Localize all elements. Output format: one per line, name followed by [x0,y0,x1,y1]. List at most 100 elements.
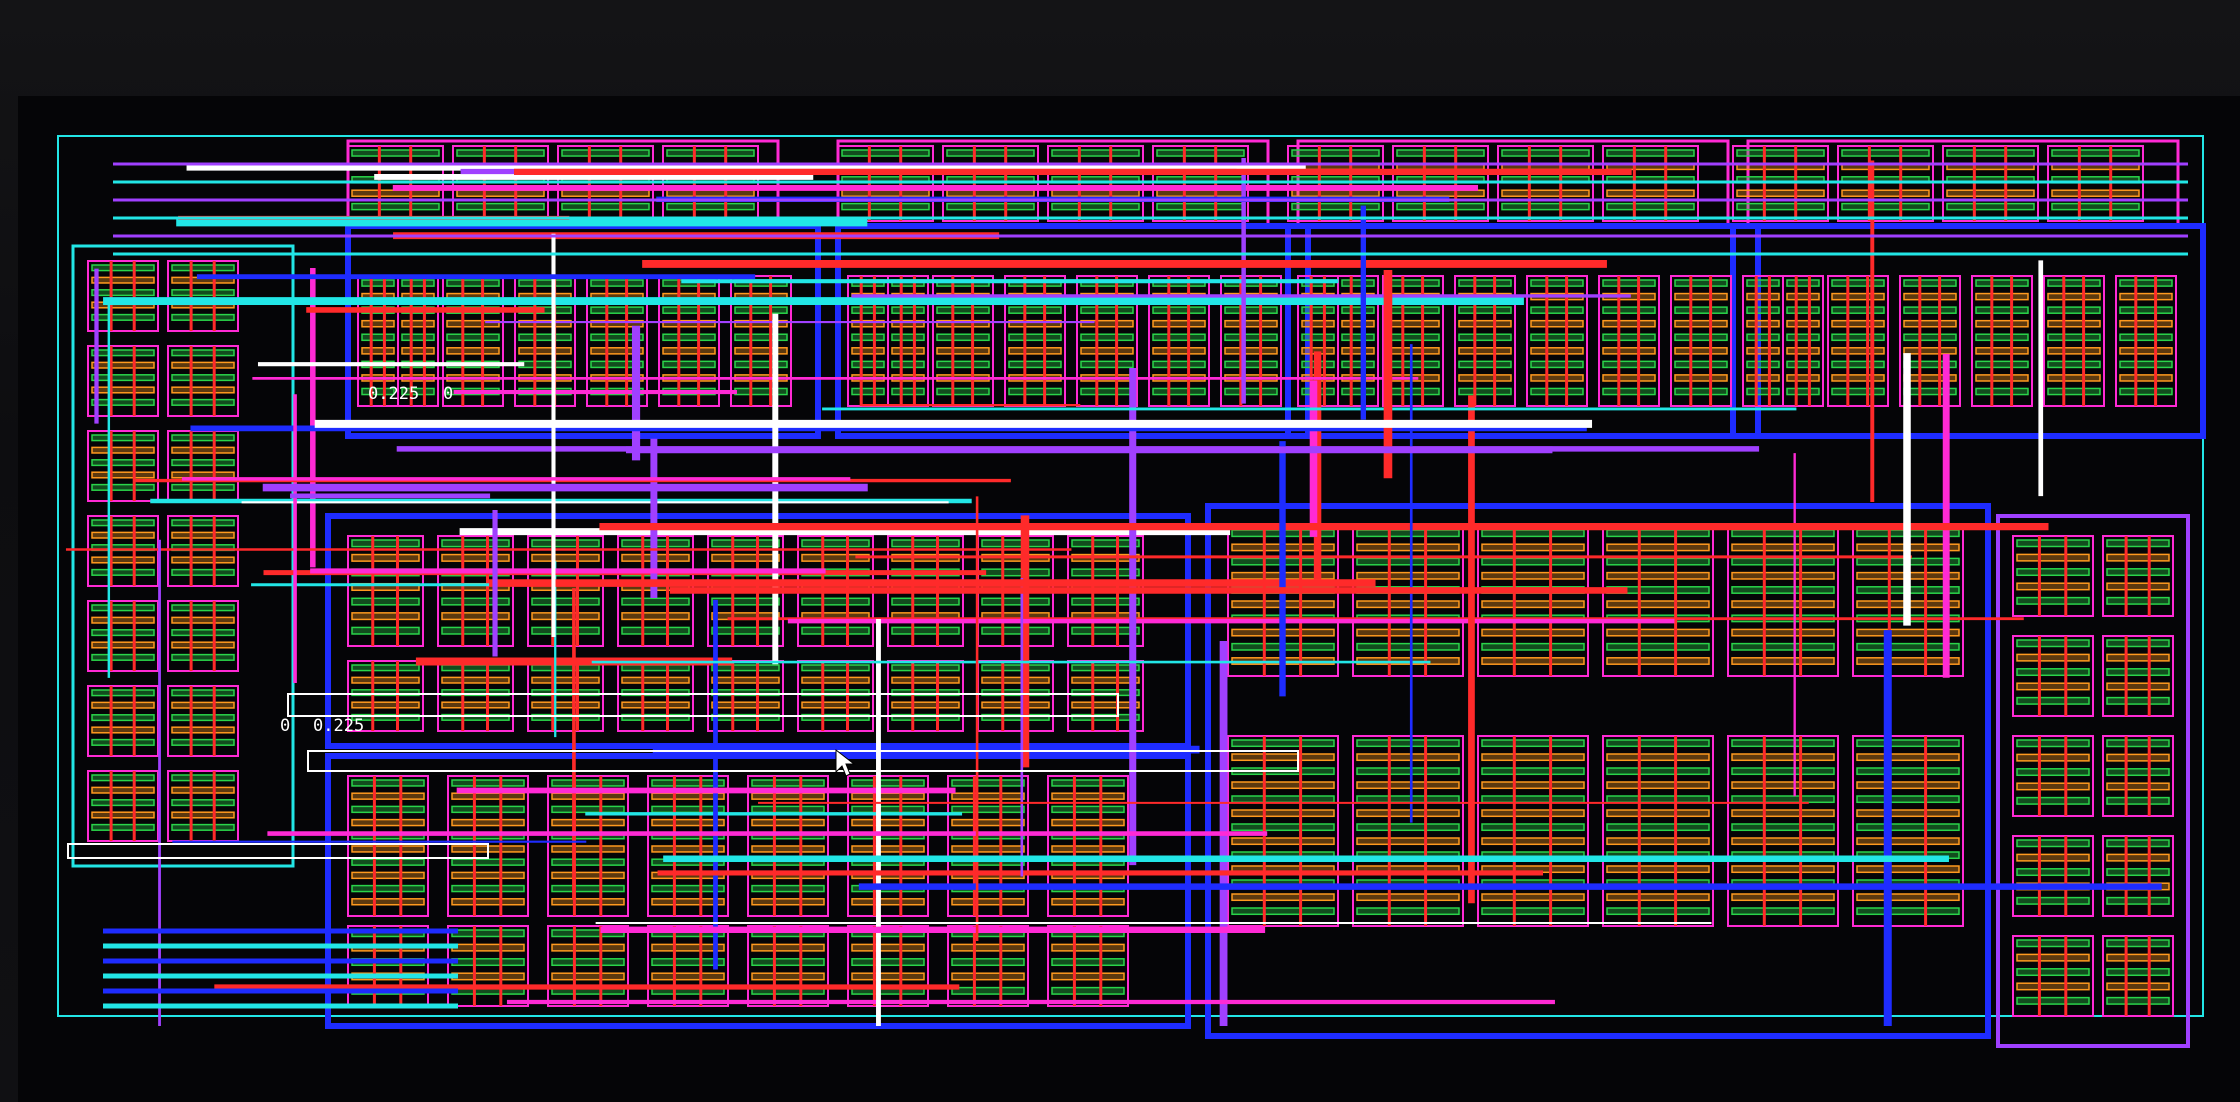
diffusion-stripe [91,361,155,369]
diffusion-stripe [1301,319,1335,328]
diffusion-stripe [1736,189,1825,197]
cell-outline [747,925,829,1007]
diffusion-stripe [1731,893,1835,902]
diffusion-stripe [451,929,525,938]
diffusion-stripe [1481,628,1585,637]
routing-wires [65,158,2188,1026]
diffusion-stripe [401,387,435,396]
diffusion-stripe [891,676,960,684]
cell-outline [1220,275,1282,407]
diffusion-stripe [171,811,235,819]
diffusion-stripe [946,189,1035,197]
diffusion-stripe [891,347,925,355]
diffusion-stripe [561,189,650,197]
diffusion-stripe [651,818,725,827]
diffusion-stripe [2106,553,2170,562]
diffusion-stripe [651,972,725,981]
diffusion-stripe [446,279,500,287]
diffusion-stripe [2016,539,2090,548]
diffusion-stripe [1530,279,1584,287]
block-bottom-left[interactable] [325,753,1191,1029]
diffusion-stripe [1341,306,1375,314]
diffusion-stripe [1481,823,1585,832]
diffusion-stripe [2047,292,2101,301]
diffusion-stripe [1501,202,1590,211]
diffusion-stripe [1231,795,1335,804]
diffusion-stripe [1224,306,1278,314]
diffusion-stripe [91,774,155,782]
diffusion-stripe [1746,319,1780,328]
diffusion-stripe [1831,387,1885,396]
diffusion-stripe [936,387,990,396]
cell-outline [1148,275,1210,407]
diffusion-stripe [1841,189,1930,197]
cell-outline [947,775,1029,917]
diffusion-stripe [1946,189,2035,197]
diffusion-stripe [351,597,420,606]
diffusion-stripe [1071,701,1140,709]
diffusion-stripe [1946,149,2035,157]
cell-outline [437,535,514,647]
diffusion-stripe [621,676,690,684]
diffusion-stripe [1152,306,1206,314]
diffusion-stripe [651,845,725,853]
diffusion-stripe [2106,539,2170,548]
diffusion-stripe [1080,306,1134,314]
diffusion-stripe [662,333,716,342]
diffusion-stripe [711,597,780,606]
diffusion-stripe [1606,543,1710,552]
diffusion-stripe [1903,333,1957,342]
diffusion-stripe [951,818,1025,827]
block-right-edge[interactable] [1996,514,2190,1048]
diffusion-stripe [891,539,960,548]
diffusion-stripe [851,319,885,328]
diffusion-stripe [851,387,885,396]
cell-outline [1526,275,1588,407]
diffusion-stripe [518,279,572,287]
diffusion-stripe [1856,823,1960,832]
diffusion-stripe [441,612,510,621]
diffusion-stripe [801,676,870,684]
cell-outline [1852,735,1964,927]
diffusion-stripe [621,597,690,606]
diffusion-stripe [1831,306,1885,314]
cell-outline [167,685,239,757]
diffusion-stripe [1731,600,1835,609]
diffusion-stripe [351,779,425,787]
diffusion-stripe [851,958,925,967]
diffusion-stripe [2047,347,2101,355]
diffusion-stripe [351,189,440,197]
diffusion-stripe [1356,893,1460,902]
diffusion-stripe [1975,292,2029,301]
diffusion-stripe [1606,189,1695,197]
diffusion-stripe [441,713,510,721]
cell-outline [447,775,529,917]
diffusion-stripe [2106,853,2170,862]
diffusion-stripe [734,306,788,314]
diffusion-stripe [551,818,625,827]
diffusion-stripe [1731,642,1835,651]
ic-layout-view[interactable]: 0 0.225 0 0.225 [18,96,2240,1102]
diffusion-stripe [1356,837,1460,846]
diffusion-stripe [951,792,1025,800]
layout-canvas[interactable]: 0 0.225 0 0.225 [18,96,2240,1102]
diffusion-stripe [171,701,235,709]
diffusion-stripe [401,279,435,287]
diffusion-stripe [2106,796,2170,805]
diffusion-stripe [936,319,990,328]
diffusion-stripe [441,676,510,684]
diffusion-stripe [666,149,755,157]
diffusion-stripe [361,319,395,328]
diffusion-stripe [1602,319,1656,328]
left-column-block[interactable] [71,244,295,868]
diffusion-stripe [1831,279,1885,287]
diffusion-stripe [1152,319,1206,328]
diffusion-stripe [2016,553,2090,562]
diffusion-stripe [1071,539,1140,548]
diffusion-stripe [361,279,395,287]
diffusion-stripe [1731,837,1835,846]
diffusion-stripe [91,264,155,272]
diffusion-stripe [91,519,155,527]
cell-outline [1227,735,1339,927]
diffusion-stripe [2016,796,2090,805]
